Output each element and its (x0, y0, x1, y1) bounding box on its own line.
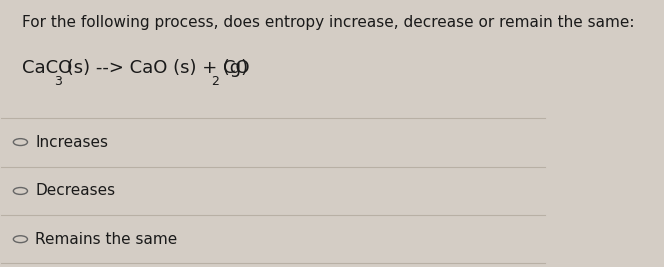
Text: 2: 2 (210, 74, 218, 88)
Text: CaCO: CaCO (22, 59, 72, 77)
Text: Remains the same: Remains the same (35, 232, 177, 247)
Text: For the following process, does entropy increase, decrease or remain the same:: For the following process, does entropy … (22, 15, 635, 30)
Text: Decreases: Decreases (35, 183, 116, 198)
Text: (s) --> CaO (s) + CO: (s) --> CaO (s) + CO (61, 59, 250, 77)
Text: (g): (g) (217, 59, 248, 77)
Text: Increases: Increases (35, 135, 108, 150)
Text: 3: 3 (54, 74, 62, 88)
